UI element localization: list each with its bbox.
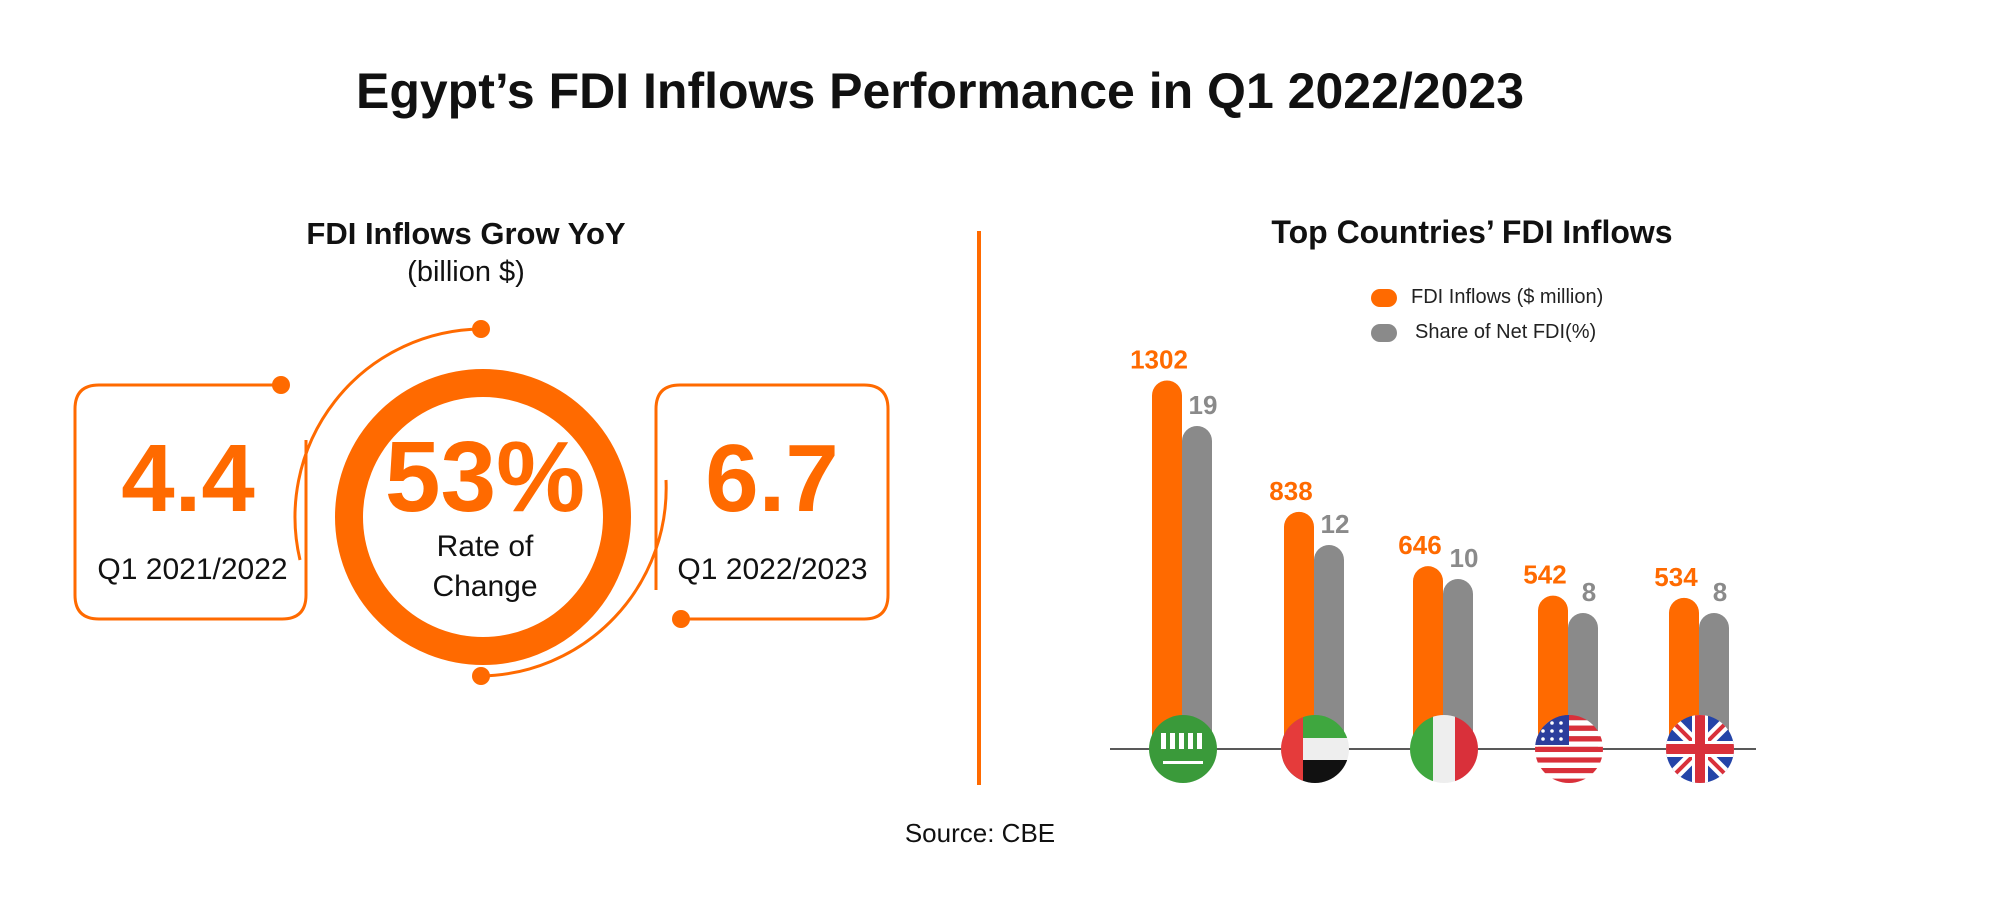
bar-share-0: [1182, 426, 1212, 749]
legend-swatch-orange: [1371, 288, 1397, 307]
italy-flag-icon: [1410, 715, 1478, 783]
legend-item-fdi: FDI Inflows ($ million): [1371, 286, 1603, 309]
change-label-line2: Change: [432, 570, 538, 603]
data-label: 534: [1654, 562, 1698, 592]
usa-flag-icon: [1535, 715, 1603, 783]
data-label: 1302: [1130, 345, 1188, 375]
data-label: 19: [1189, 390, 1218, 420]
legend-label: Share of Net FDI(%): [1415, 321, 1597, 343]
bar-fdi-3: [1538, 595, 1568, 749]
outer-arc-top: [293, 327, 482, 561]
bar-share-3: [1568, 613, 1598, 749]
panel-divider: [977, 231, 981, 785]
uk-flag-icon: [1666, 715, 1734, 783]
bar-fdi-0: [1152, 380, 1182, 749]
uae-flag-icon: [1281, 715, 1349, 783]
left-panel-title: FDI Inflows Grow YoY: [306, 216, 626, 251]
legend-item-share: Share of Net FDI(%): [1371, 321, 1596, 344]
change-label-line1: Rate of: [436, 530, 534, 563]
data-label: 12: [1321, 509, 1350, 539]
saudi-flag-icon: [1149, 715, 1217, 783]
before-box-dot: [272, 376, 290, 394]
before-value: 4.4: [121, 425, 255, 532]
bar-fdi-2: [1413, 566, 1443, 749]
main-title: Egypt’s FDI Inflows Performance in Q1 20…: [355, 63, 1525, 119]
left-decoration: [73, 320, 890, 685]
bar-share-2: [1443, 579, 1473, 749]
bar-share-4: [1699, 613, 1729, 749]
bar-fdi-4: [1669, 597, 1699, 749]
before-label: Q1 2021/2022: [97, 553, 288, 586]
data-label: 646: [1398, 530, 1441, 560]
outer-arc-bottom-dot: [472, 667, 490, 685]
after-label: Q1 2022/2023: [677, 553, 868, 586]
chart-title: Top Countries’ FDI Inflows: [1271, 214, 1673, 250]
data-label: 542: [1523, 560, 1566, 590]
bar-share-1: [1314, 545, 1344, 749]
after-box-dot: [672, 610, 690, 628]
change-ring: [335, 369, 631, 665]
data-label: 8: [1713, 577, 1727, 607]
bar-fdi-1: [1284, 511, 1315, 749]
outer-arc-top-dot: [472, 320, 490, 338]
data-label: 8: [1582, 577, 1596, 607]
after-value: 6.7: [705, 425, 839, 532]
after-box-frame: [654, 383, 890, 621]
legend-swatch-gray: [1371, 323, 1397, 342]
legend-label: FDI Inflows ($ million): [1411, 286, 1604, 308]
change-value: 53%: [384, 421, 586, 533]
source-note: Source: CBE: [904, 818, 1056, 848]
data-label: 10: [1450, 543, 1479, 573]
data-label: 838: [1269, 476, 1312, 506]
before-box-frame: [73, 383, 308, 621]
outer-arc-bottom: [480, 479, 668, 678]
left-panel-unit: (billion $): [407, 256, 525, 288]
